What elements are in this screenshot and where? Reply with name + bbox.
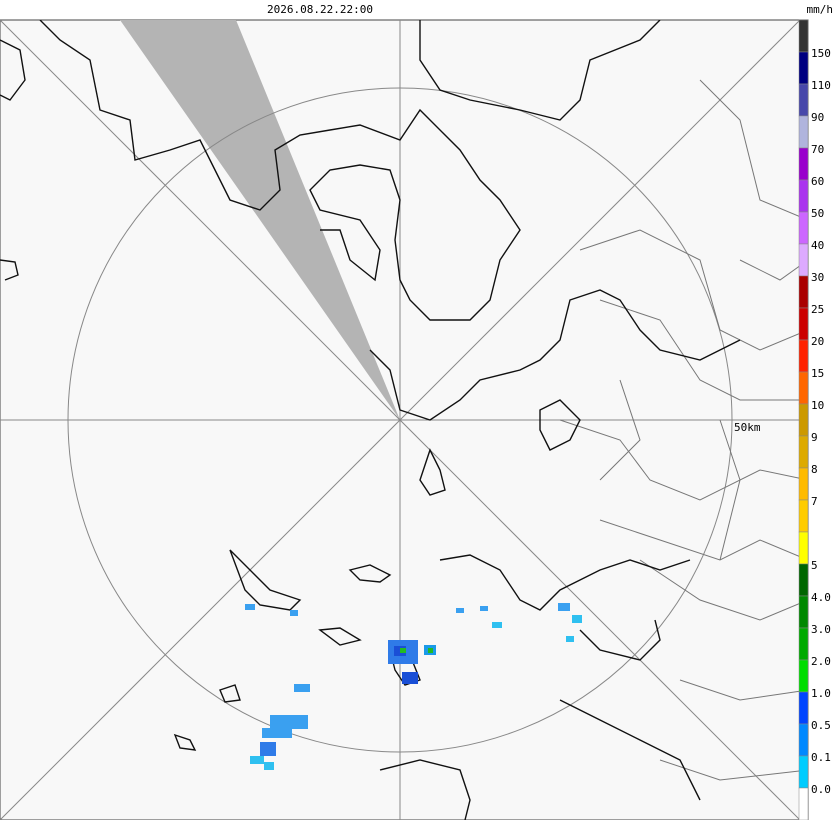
timestamp: 2026.08.22.22:00	[267, 3, 373, 16]
coastlines	[0, 20, 741, 820]
legend-swatch	[798, 435, 809, 469]
legend-swatch	[798, 659, 809, 693]
legend-swatch	[798, 179, 809, 213]
legend-label: 90	[811, 111, 824, 124]
legend: 150 110 90 70 60 50 40 30 25 20 15 10 9 8 7 5 4.0 3.0 2.0 1…	[798, 19, 831, 820]
legend-swatch	[798, 403, 809, 437]
legend-label: 25	[811, 303, 824, 316]
legend-label: 0.1	[811, 751, 831, 764]
map-layer	[0, 20, 808, 820]
diagonal	[0, 20, 801, 820]
legend-swatch	[798, 467, 809, 501]
legend-label: 15	[811, 367, 824, 380]
legend-label: 0.5	[811, 719, 831, 732]
legend-label: 4.0	[811, 591, 831, 604]
legend-label: 10	[811, 399, 824, 412]
legend-swatch	[798, 371, 809, 405]
legend-label: 110	[811, 79, 831, 92]
legend-swatch	[798, 787, 809, 820]
legend-label: 7	[811, 495, 818, 508]
legend-label: 9	[811, 431, 818, 444]
legend-swatch	[798, 307, 809, 341]
legend-swatch	[798, 755, 809, 789]
precipitation	[245, 603, 582, 770]
legend-label: 0.0	[811, 783, 831, 796]
legend-swatch	[798, 595, 809, 629]
legend-swatch	[798, 211, 809, 245]
legend-swatch	[798, 691, 809, 725]
legend-label: 8	[811, 463, 818, 476]
range-label: 50km	[734, 421, 761, 434]
legend-swatch	[798, 723, 809, 757]
legend-label: 2.0	[811, 655, 831, 668]
legend-swatch	[798, 19, 809, 53]
legend-swatch	[798, 531, 809, 565]
legend-label: 3.0	[811, 623, 831, 636]
legend-swatch	[798, 115, 809, 149]
legend-label: 30	[811, 271, 824, 284]
legend-label: 5	[811, 559, 818, 572]
unit-label: mm/h	[807, 3, 834, 16]
legend-label: 20	[811, 335, 824, 348]
legend-label: 40	[811, 239, 824, 252]
admin-borders	[559, 79, 808, 781]
legend-swatch	[798, 627, 809, 661]
legend-swatch	[798, 83, 809, 117]
legend-swatch	[798, 499, 809, 533]
legend-label: 150	[811, 47, 831, 60]
legend-label: 1.0	[811, 687, 831, 700]
legend-label: 60	[811, 175, 824, 188]
legend-swatch	[798, 147, 809, 181]
legend-swatch	[798, 275, 809, 309]
beam-blockage	[120, 20, 400, 420]
legend-label: 50	[811, 207, 824, 220]
legend-swatch	[798, 563, 809, 597]
legend-swatch	[798, 51, 809, 85]
legend-swatch	[798, 339, 809, 373]
legend-label: 70	[811, 143, 824, 156]
legend-swatch	[798, 243, 809, 277]
